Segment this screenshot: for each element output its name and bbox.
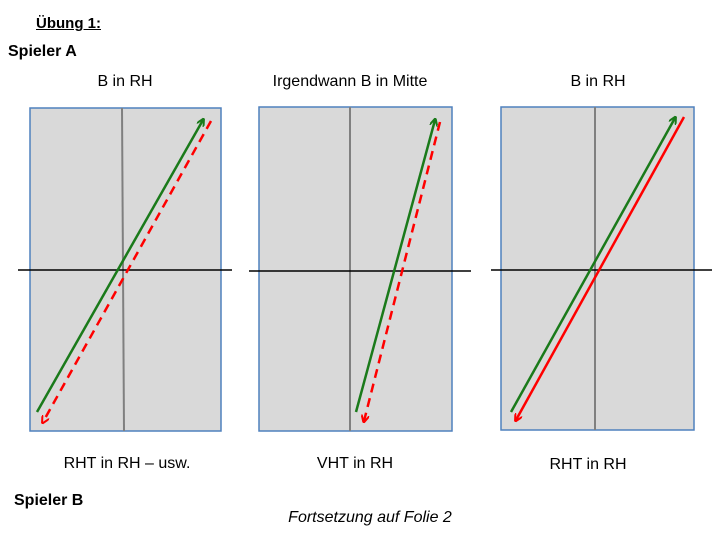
player-b-label: Spieler B (14, 492, 84, 509)
court-area (500, 106, 695, 431)
player-a-label: Spieler A (8, 43, 77, 60)
panel-3-bottom-label: RHT in RH (549, 456, 627, 473)
return-arrow (43, 120, 213, 422)
panel-1-top-label: B in RH (97, 73, 153, 90)
panel-3-top-label: B in RH (570, 73, 626, 90)
panel-2-top-label: Irgendwann B in Mitte (272, 73, 428, 90)
court-area (258, 106, 453, 432)
exercise-title: Übung 1: (36, 15, 101, 32)
panel-1-court (18, 107, 232, 432)
panel-3-court (491, 106, 712, 431)
panel-2-bottom-label: VHT in RH (316, 455, 394, 472)
panel-2-court (249, 106, 471, 432)
return-arrow (516, 116, 686, 420)
return-arrow (364, 121, 442, 421)
continuation-note: Fortsetzung auf Folie 2 (288, 509, 452, 526)
panel-1-bottom-label: RHT in RH – usw. (63, 455, 191, 472)
serve-arrow (354, 120, 435, 413)
serve-arrow (35, 120, 203, 413)
serve-arrow (509, 118, 675, 413)
